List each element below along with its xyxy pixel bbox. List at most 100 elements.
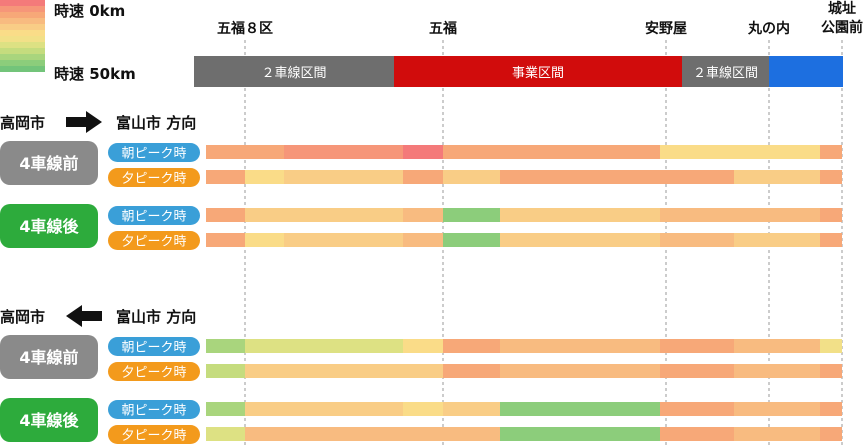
speed-segment [206, 427, 245, 441]
speed-segment [403, 145, 443, 159]
speed-segment [284, 145, 403, 159]
station-label: 五福 [429, 20, 457, 37]
speed-segment [500, 339, 660, 353]
legend-swatch [0, 42, 45, 48]
station-labels: 五福８区 五福 安野屋 丸の内 城址公園前 [217, 0, 863, 37]
speed-segment [245, 208, 403, 222]
speed-segment [284, 233, 403, 247]
time-pill [108, 362, 200, 381]
legend-top-label: 時速 0km [54, 2, 125, 20]
speed-segment [206, 364, 245, 378]
speed-segment [660, 145, 734, 159]
speed-segment [443, 233, 500, 247]
speed-segment [245, 339, 403, 353]
speed-segment [403, 208, 443, 222]
group-badge-label: 4車線前 [19, 348, 78, 367]
speed-legend [0, 0, 45, 72]
speed-segment [206, 402, 245, 416]
speed-segment [660, 427, 734, 441]
speed-segment [734, 145, 820, 159]
time-pill-label: 夕ピーク時 [121, 366, 186, 381]
speed-segment [660, 170, 734, 184]
legend-swatch [0, 12, 45, 18]
speed-segment [443, 208, 500, 222]
legend-swatch [0, 54, 45, 60]
speed-segment [443, 145, 660, 159]
group-badge [0, 204, 98, 248]
speed-segment [734, 170, 820, 184]
legend-swatch [0, 36, 45, 42]
group-badge [0, 335, 98, 379]
speed-segment [245, 427, 443, 441]
time-pill-label: 朝ピーク時 [121, 341, 186, 356]
legend-swatch [0, 0, 45, 6]
legend-bottom-label: 時速 50km [54, 65, 136, 83]
speed-segment [443, 170, 500, 184]
group-badge-label: 4車線前 [19, 154, 78, 173]
speed-segment [500, 364, 660, 378]
speed-segment [403, 364, 443, 378]
station-label: 丸の内 [747, 20, 790, 37]
legend-swatch [0, 24, 45, 30]
speed-segment [820, 170, 842, 184]
speed-segment [443, 427, 500, 441]
speed-segment [820, 208, 842, 222]
speed-segment [206, 145, 284, 159]
speed-segment [500, 427, 660, 441]
direction-to-label: 富山市 方向 [116, 308, 196, 326]
speed-segment [734, 339, 820, 353]
speed-segment [443, 339, 500, 353]
track-section [682, 56, 769, 87]
time-pill [108, 425, 200, 444]
speed-segment [403, 402, 443, 416]
track-section [769, 56, 843, 87]
group-badge [0, 141, 98, 185]
legend-swatch [0, 6, 45, 12]
track-section-bar: ２車線区間 事業区間 ２車線区間 [194, 56, 843, 87]
time-pill-label: 朝ピーク時 [121, 404, 186, 419]
speed-segment [206, 208, 245, 222]
speed-segment [820, 364, 842, 378]
speed-segment [820, 145, 842, 159]
time-pill [108, 231, 200, 250]
time-pill [108, 143, 200, 162]
speed-segment [443, 364, 500, 378]
speed-segment [206, 233, 245, 247]
left-arrow [66, 305, 102, 327]
direction-from-label: 高岡市 [0, 308, 45, 326]
speed-segment [206, 170, 245, 184]
time-pill-label: 夕ピーク時 [121, 235, 186, 250]
time-pill-label: 夕ピーク時 [121, 172, 186, 187]
time-pill [108, 337, 200, 356]
time-pill [108, 400, 200, 419]
speed-segment [660, 208, 734, 222]
speed-segment [734, 233, 820, 247]
time-pill-label: 夕ピーク時 [121, 429, 186, 444]
speed-segment [206, 339, 245, 353]
track-section [194, 56, 394, 87]
legend-swatch [0, 48, 45, 54]
speed-segment [660, 339, 734, 353]
legend-swatch [0, 30, 45, 36]
speed-segment [500, 208, 660, 222]
speed-segment [403, 233, 443, 247]
time-pill-label: 朝ピーク時 [121, 147, 186, 162]
station-label: 安野屋 [645, 20, 687, 37]
direction-to-label: 富山市 方向 [116, 114, 196, 132]
speed-segment [403, 170, 443, 184]
speed-segment [820, 233, 842, 247]
group-badge-label: 4車線後 [19, 217, 79, 236]
speed-segment [820, 427, 842, 441]
track-section [394, 56, 682, 87]
speed-segment [660, 402, 734, 416]
speed-segment [820, 402, 842, 416]
right-arrow [66, 111, 102, 133]
speed-segment [245, 233, 284, 247]
time-pill [108, 168, 200, 187]
speed-segment [403, 339, 443, 353]
group-badge-label: 4車線後 [19, 411, 79, 430]
speed-segment [443, 402, 500, 416]
speed-segment [245, 402, 403, 416]
